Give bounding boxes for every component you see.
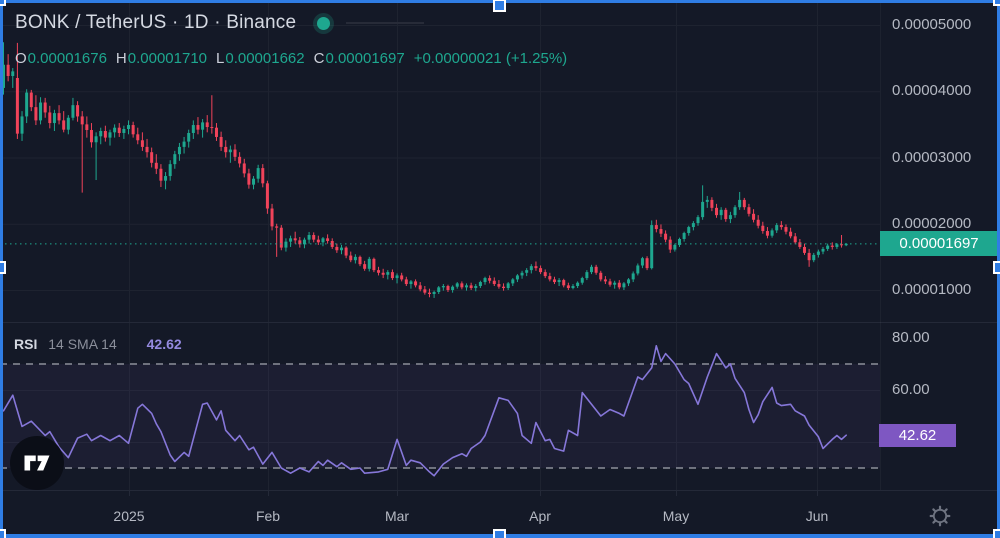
- price-axis-label: 0.00001000: [892, 281, 972, 298]
- change-value: +0.00000021 (+1.25%): [413, 50, 568, 67]
- close-value: 0.00001697: [325, 50, 405, 67]
- resize-handle-middle-left[interactable]: [0, 261, 6, 274]
- resize-handle-top-left[interactable]: [0, 0, 6, 6]
- current-price-badge: 0.00001697: [880, 231, 998, 257]
- chart-header: BONK / TetherUS · 1D · Binance: [15, 12, 425, 34]
- market-status-dot[interactable]: [317, 16, 331, 30]
- low-value: 0.00001662: [225, 50, 305, 67]
- rsi-params: 14 SMA 14: [48, 336, 117, 352]
- high-value: 0.00001710: [127, 50, 208, 67]
- open-value: 0.00001676: [27, 50, 107, 67]
- price-axis-label: 0.00005000: [892, 16, 972, 33]
- time-axis-label: Apr: [529, 508, 551, 524]
- tradingview-logo-icon: [24, 455, 50, 471]
- time-axis-label: Feb: [255, 508, 281, 524]
- open-label: O: [15, 50, 27, 67]
- rsi-value-badge: 42.62: [879, 423, 956, 447]
- time-axis-label: Mar: [384, 508, 410, 524]
- price-axis-label: 0.00004000: [892, 82, 972, 100]
- rsi-axis-label: 60.00: [892, 381, 930, 398]
- resize-handle-bottom-center[interactable]: [493, 529, 506, 538]
- low-label: L: [216, 50, 225, 67]
- tradingview-logo[interactable]: [10, 436, 64, 490]
- gear-icon[interactable]: [928, 504, 952, 528]
- high-label: H: [115, 50, 127, 67]
- time-axis-label: May: [662, 508, 690, 524]
- resize-handle-top-right[interactable]: [993, 0, 1000, 6]
- rsi-legend[interactable]: RSI 14 SMA 14 42.62: [14, 336, 182, 352]
- close-label: C: [313, 50, 325, 67]
- rsi-name: RSI: [14, 336, 38, 352]
- rsi-value: 42.62: [146, 336, 182, 352]
- time-axis-label: Jun: [805, 508, 829, 524]
- symbol-title[interactable]: BONK / TetherUS · 1D · Binance: [15, 12, 297, 33]
- ohlc-row: O0.00001676 H0.00001710 L0.00001662 C0.0000…: [15, 50, 567, 67]
- resize-handle-bottom-left[interactable]: [0, 529, 6, 538]
- time-axis-label: 2025: [113, 508, 145, 524]
- header-divider: [346, 22, 425, 24]
- price-axis-label: 0.00003000: [892, 148, 972, 166]
- rsi-axis-label: 80.00: [892, 329, 930, 346]
- price-axis-label: 0.00002000: [892, 214, 972, 232]
- resize-handle-bottom-right[interactable]: [993, 529, 1000, 538]
- resize-handle-middle-right[interactable]: [993, 261, 1000, 274]
- resize-handle-top-center[interactable]: [493, 0, 506, 12]
